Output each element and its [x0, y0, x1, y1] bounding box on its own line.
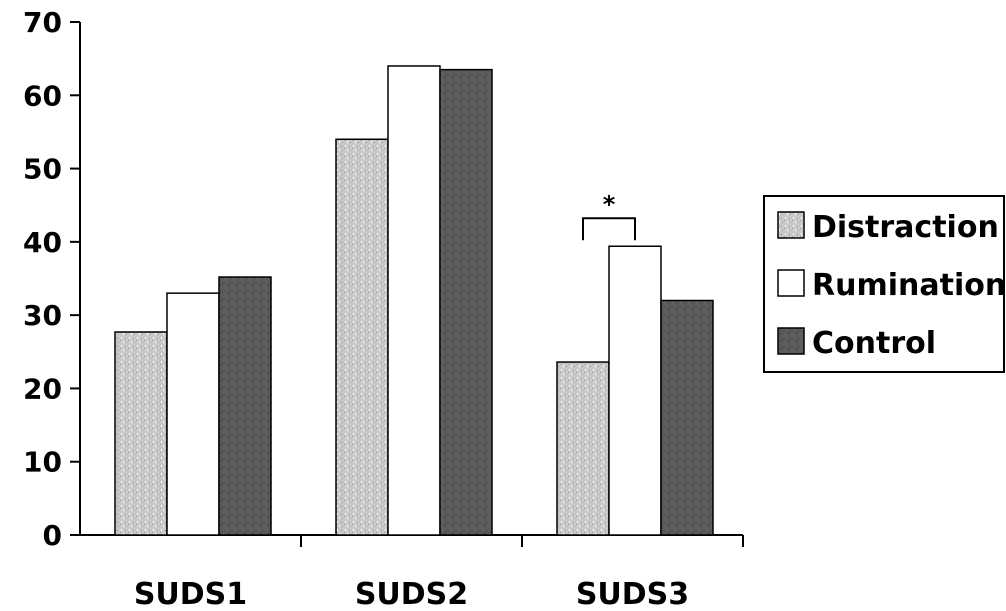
bar-distraction-suds2	[335, 138, 389, 536]
y-tick-label: 20	[23, 372, 62, 405]
bar-rumination-suds1	[166, 292, 220, 536]
y-tick-label: 30	[23, 299, 62, 332]
bar-control-suds3	[660, 299, 714, 536]
bar-control-suds1	[218, 276, 272, 536]
significance-star: *	[603, 190, 616, 218]
legend-label-control: Control	[812, 326, 936, 361]
legend-label-rumination: Rumination	[812, 268, 1006, 303]
legend-swatch-rumination	[777, 269, 805, 297]
bar-distraction-suds3	[556, 361, 610, 536]
significance-bracket	[582, 217, 636, 241]
y-tick-label: 70	[23, 6, 62, 39]
bar-rumination-suds3	[608, 245, 662, 536]
legend: Distraction Rumination Control	[763, 195, 1006, 373]
legend-label-distraction: Distraction	[812, 210, 999, 245]
bar-rumination-suds2	[387, 65, 441, 536]
x-tick-label-suds1: SUDS1	[134, 577, 247, 611]
legend-swatch-distraction	[777, 211, 805, 239]
y-tick-label: 40	[23, 226, 62, 259]
y-tick-label: 60	[23, 79, 62, 112]
bar-distraction-suds1	[114, 331, 168, 536]
bar-control-suds2	[439, 68, 493, 536]
y-tick-label: 50	[23, 153, 62, 186]
y-tick-label: 0	[43, 519, 62, 552]
x-tick-label-suds2: SUDS2	[355, 577, 468, 611]
legend-swatch-control	[777, 327, 805, 355]
x-tick-label-suds3: SUDS3	[576, 577, 689, 611]
plot-area: 0 10 20 30 40 50 60 70 SUDS1 SUDS2 SUDS3 *	[23, 6, 744, 611]
y-tick-label: 10	[23, 446, 62, 479]
